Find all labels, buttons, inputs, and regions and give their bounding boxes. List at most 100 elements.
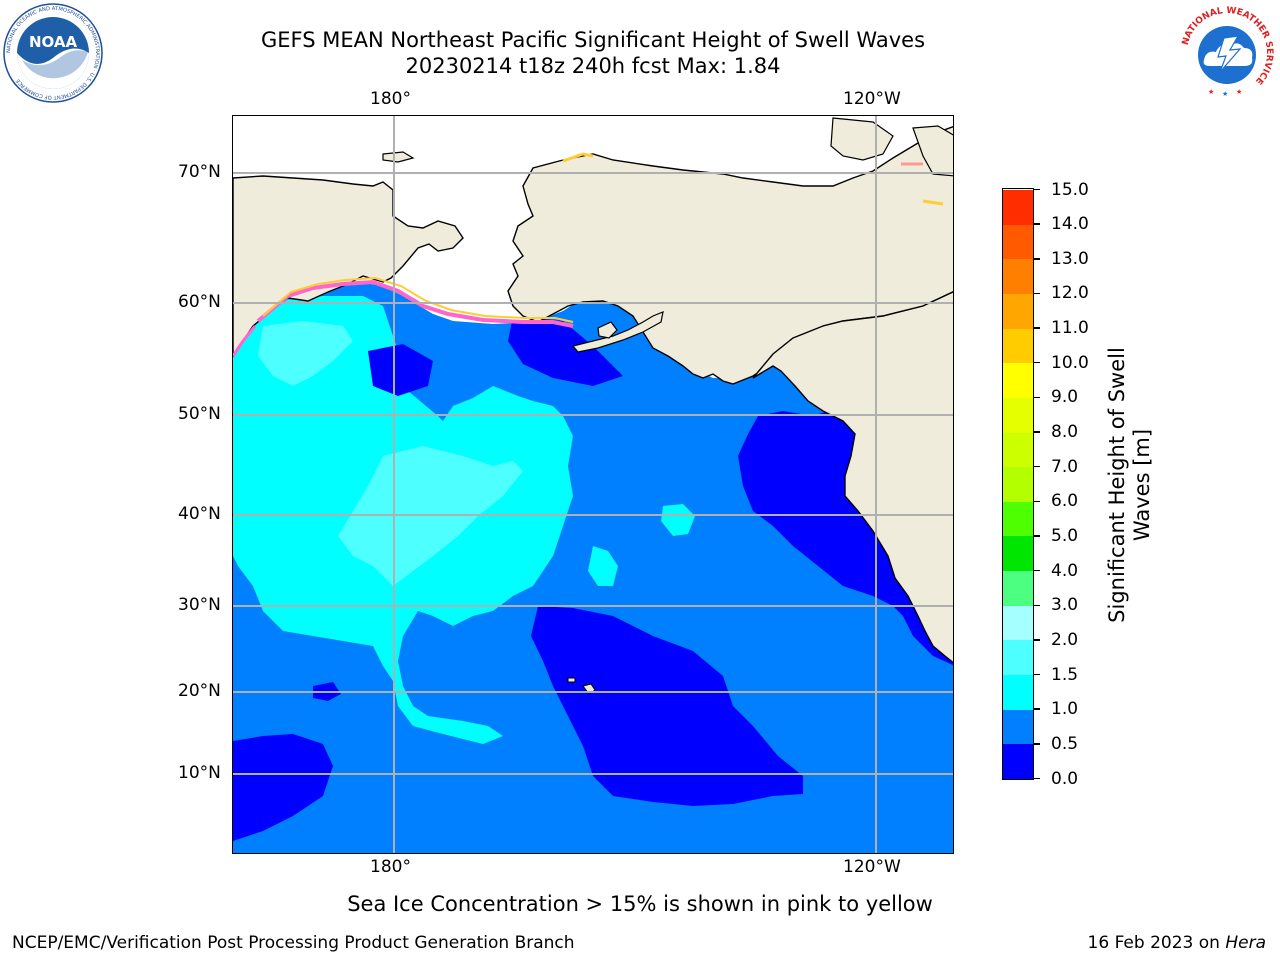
colorbar-segment <box>1003 605 1033 641</box>
lat-label: 40°N <box>178 504 221 524</box>
land-hawaii <box>567 677 576 683</box>
colorbar-tick-label: 5.0 <box>1051 525 1079 546</box>
colorbar-tick <box>1034 500 1040 503</box>
sea-ice-edge <box>233 325 257 357</box>
colorbar-segment <box>1003 362 1033 398</box>
chart-subtitle: 20230214 t18z 240h fcst Max: 1.84 <box>405 54 781 78</box>
lon-label-bottom: 180° <box>370 857 411 877</box>
colorbar-segment <box>1003 293 1033 329</box>
swell-band-1p0-1p5 <box>233 426 283 461</box>
colorbar-tick-label: 10.0 <box>1051 352 1089 373</box>
swell-band-1p0-1p5 <box>588 546 618 586</box>
colorbar-tick <box>1034 569 1040 572</box>
svg-text:★: ★ <box>1236 88 1242 96</box>
colorbar-tick-label: 3.0 <box>1051 595 1079 616</box>
swell-band-1p5-2p0 <box>258 321 353 386</box>
colorbar-segment <box>1003 501 1033 537</box>
colorbar-tick-label: 0.0 <box>1051 768 1079 789</box>
land-arctic-islands <box>912 125 953 177</box>
colorbar-segment <box>1003 397 1033 433</box>
colorbar-tick-label: 1.5 <box>1051 664 1079 685</box>
colorbar-tick <box>1034 292 1040 295</box>
colorbar-tick <box>1034 604 1040 606</box>
lon-label-bottom: 120°W <box>843 857 901 877</box>
colorbar-tick <box>1034 431 1040 433</box>
colorbar-tick-label: 4.0 <box>1051 560 1079 581</box>
swell-height-map <box>233 116 953 853</box>
colorbar-segment <box>1003 709 1033 745</box>
map-gridlines <box>233 116 953 853</box>
colorbar-segment <box>1003 466 1033 502</box>
swell-band-1p0-1p5 <box>661 504 695 536</box>
colorbar-segment <box>1003 189 1033 225</box>
colorbar-segment <box>1003 224 1033 260</box>
sea-ice-edge <box>262 276 574 323</box>
land-north-america <box>752 291 953 664</box>
colorbar-tick <box>1034 223 1040 225</box>
footer-host: Hera <box>1225 933 1266 953</box>
sea-ice-edge <box>922 199 944 206</box>
sea-ice-edge <box>256 279 574 328</box>
colorbar-segment <box>1003 639 1033 676</box>
lon-label-top: 120°W <box>843 89 901 109</box>
colorbar <box>1002 188 1034 780</box>
swell-band-0p0-0p5 <box>368 344 433 396</box>
land-alaska-peninsula <box>571 311 664 353</box>
colorbar-tick-label: 0.5 <box>1051 733 1079 754</box>
colorbar-tick-label: 14.0 <box>1051 214 1089 235</box>
colorbar-segment <box>1003 743 1033 779</box>
colorbar-tick <box>1034 535 1040 537</box>
colorbar-tick <box>1034 188 1040 191</box>
lon-label-top: 180° <box>370 89 411 109</box>
colorbar-tick <box>1034 396 1040 399</box>
colorbar-segment <box>1003 258 1033 294</box>
colorbar-tick <box>1034 361 1040 364</box>
footer-date-text: 16 Feb 2023 on <box>1087 933 1226 953</box>
swell-band-0p0-0p5 <box>233 734 333 841</box>
colorbar-tick-label: 13.0 <box>1051 248 1089 269</box>
colorbar-segment <box>1003 328 1033 364</box>
land-kodiak <box>597 321 618 339</box>
colorbar-tick-label: 6.0 <box>1051 491 1079 512</box>
colorbar-tick <box>1034 258 1040 260</box>
sea-ice-edge <box>562 152 594 163</box>
colorbar-tick <box>1034 673 1040 676</box>
lat-label: 10°N <box>178 763 221 783</box>
sea-ice-note: Sea Ice Concentration > 15% is shown in … <box>347 892 933 916</box>
colorbar-tick-label: 12.0 <box>1051 283 1089 304</box>
lat-label: 20°N <box>178 681 221 701</box>
land-st-lawrence <box>382 151 415 163</box>
colorbar-tick <box>1034 777 1040 780</box>
colorbar-tick-label: 15.0 <box>1051 179 1089 200</box>
colorbar-title: Significant Height of Swell Waves [m] <box>1105 347 1154 623</box>
colorbar-tick-label: 8.0 <box>1051 422 1079 443</box>
colorbar-tick-label: 7.0 <box>1051 456 1079 477</box>
lat-label: 70°N <box>178 162 221 182</box>
colorbar-tick-label: 2.0 <box>1051 629 1079 650</box>
land-alaska <box>507 125 953 385</box>
chart-title: GEFS MEAN Northeast Pacific Significant … <box>260 28 926 52</box>
colorbar-segment <box>1003 570 1033 606</box>
colorbar-tick-label: 9.0 <box>1051 387 1079 408</box>
lat-label: 30°N <box>178 595 221 615</box>
colorbar-segment <box>1003 432 1033 468</box>
colorbar-tick <box>1034 327 1040 329</box>
footer-date: 16 Feb 2023 on Hera <box>1088 933 1266 953</box>
footer-credit: NCEP/EMC/Verification Post Processing Pr… <box>12 933 575 953</box>
noaa-logo-icon: NOAA NATIONAL OCEANIC AND ATMOSPHERIC AD… <box>3 3 103 103</box>
lat-label: 50°N <box>178 404 221 424</box>
colorbar-tick <box>1034 465 1040 468</box>
noaa-logo-text: NOAA <box>29 33 78 51</box>
colorbar-tick <box>1034 743 1040 745</box>
colorbar-tick <box>1034 639 1040 641</box>
colorbar-segment <box>1003 674 1033 710</box>
nws-logo-icon: NATIONAL WEATHER SERVICE ★ ★ ★ <box>1178 4 1276 102</box>
map-panel <box>232 115 954 854</box>
colorbar-tick-label: 11.0 <box>1051 318 1089 339</box>
colorbar-tick <box>1034 708 1040 710</box>
svg-text:★: ★ <box>1208 88 1214 96</box>
swell-band-0p0-0p5 <box>508 316 623 386</box>
svg-text:★: ★ <box>1222 90 1228 98</box>
colorbar-tick-label: 1.0 <box>1051 699 1079 720</box>
colorbar-segment <box>1003 535 1033 572</box>
